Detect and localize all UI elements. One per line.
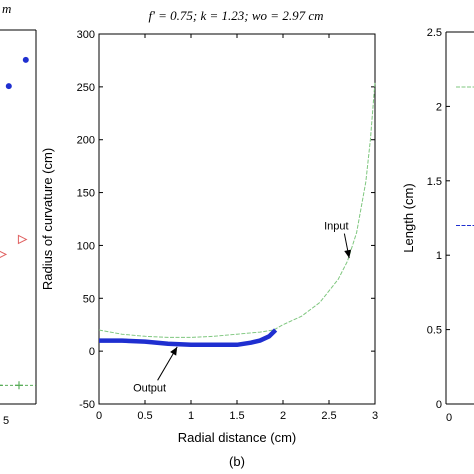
right-y-tick-label: 0.5: [427, 325, 442, 337]
figure-caption: (b): [229, 454, 245, 469]
y-tick-label: 0: [89, 346, 95, 358]
annotation-arrowhead: [170, 346, 178, 356]
x-tick-label: 0: [96, 410, 102, 422]
right-panel: 0 0.5 1 1.5 2 2.5 0 Length (cm): [401, 27, 474, 424]
y-tick-label: -50: [79, 399, 95, 411]
annotation-arrowhead: [344, 249, 352, 259]
series-line-output: [99, 328, 278, 348]
right-y-tick-label: 1: [436, 250, 442, 262]
y-tick-label: 250: [77, 82, 95, 94]
left-point-triangle: [0, 250, 8, 258]
x-tick-label: 2.5: [321, 410, 336, 422]
x-tick-label: 1.5: [229, 410, 244, 422]
left-panel-partial-text: m: [2, 1, 11, 16]
x-axis-label: Radial distance (cm): [178, 430, 297, 445]
left-panel-x-tick-label: 5: [3, 415, 9, 427]
y-axis-label: Radius of curvature (cm): [40, 148, 55, 290]
center-panel: f' = 0.75; k = 1.23; wo = 2.97 cm 0 0.5 1 1…: [40, 8, 378, 469]
right-y-tick-label: 2.5: [427, 27, 442, 39]
left-point-circle: [22, 56, 29, 63]
annotation-output: Output: [133, 382, 166, 394]
chart-title: f' = 0.75; k = 1.23; wo = 2.97 cm: [149, 8, 324, 23]
right-panel-x-tick-label: 0: [446, 412, 452, 424]
left-point-circle: [5, 83, 12, 90]
y-tick-label: 200: [77, 135, 95, 147]
left-panel-marks: [0, 56, 36, 390]
y-tick-label: 50: [83, 293, 95, 305]
x-tick-label: 2: [280, 410, 286, 422]
right-y-tick-label: 2: [436, 101, 442, 113]
y-tick-label: 150: [77, 188, 95, 200]
x-tick-label: 0.5: [137, 410, 152, 422]
right-ticks: 0 0.5 1 1.5 2 2.5: [427, 27, 450, 411]
right-y-tick-label: 0: [436, 399, 442, 411]
center-annotations: Input Output: [133, 221, 352, 394]
right-y-tick-label: 1.5: [427, 176, 442, 188]
left-point-triangle: [17, 234, 28, 245]
y-tick-label: 300: [77, 29, 95, 41]
annotation-input: Input: [324, 221, 348, 233]
center-plot-frame: [98, 33, 376, 405]
x-tick-label: 3: [372, 410, 378, 422]
right-y-axis-label: Length (cm): [401, 183, 416, 252]
x-tick-label: 1: [188, 410, 194, 422]
left-panel: m 5: [0, 1, 37, 427]
y-tick-label: 100: [77, 240, 95, 252]
series-line-input: [98, 81, 376, 338]
right-series: [456, 86, 474, 226]
center-series: [98, 81, 376, 348]
